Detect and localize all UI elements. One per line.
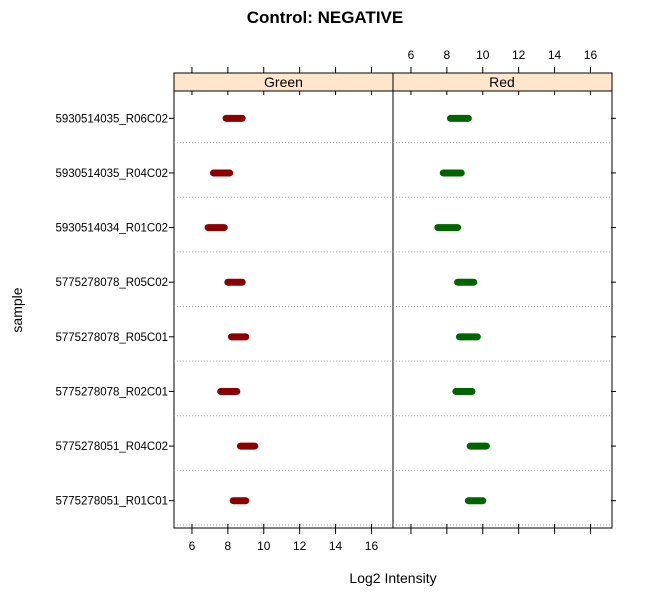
y-axis-label: sample <box>9 287 25 332</box>
x-tick-label: 6 <box>408 48 415 62</box>
row-label: 5775278051_R04C02 <box>55 441 168 453</box>
x-tick-label: 16 <box>365 539 379 553</box>
x-tick-label: 10 <box>257 539 271 553</box>
x-tick-label: 12 <box>512 48 526 62</box>
row-label: 5775278078_R05C02 <box>55 277 168 289</box>
row-label: 5930514034_R01C02 <box>55 223 168 235</box>
row-label: 5930514035_R06C02 <box>55 113 168 125</box>
x-tick-label: 8 <box>444 48 451 62</box>
panel-frame-green <box>173 90 394 529</box>
strip-label-red: Red <box>489 74 515 90</box>
x-tick-label: 14 <box>548 48 562 62</box>
row-label: 5775278078_R02C01 <box>55 386 168 398</box>
strip-label-green: Green <box>264 74 303 90</box>
x-tick-label: 6 <box>189 539 196 553</box>
row-label: 5930514035_R04C02 <box>55 168 168 180</box>
x-tick-label: 10 <box>476 48 490 62</box>
plot-area: 5930514035_R06C02 5930514035_R04C02 593051… <box>55 48 616 553</box>
row-label: 5775278051_R01C01 <box>55 496 168 508</box>
panel-frame-red <box>392 90 613 529</box>
x-tick-label: 8 <box>225 539 232 553</box>
x-tick-label: 12 <box>293 539 307 553</box>
row-label: 5775278078_R05C01 <box>55 332 168 344</box>
chart-title: Control: NEGATIVE <box>247 8 403 27</box>
x-axis-label: Log2 Intensity <box>349 570 436 586</box>
x-tick-label: 16 <box>584 48 598 62</box>
x-tick-label: 14 <box>329 539 343 553</box>
